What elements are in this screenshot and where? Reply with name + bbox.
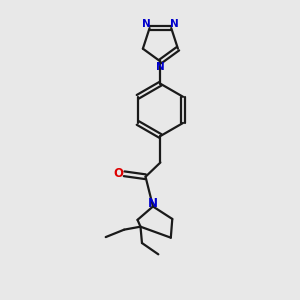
- Text: N: N: [156, 62, 165, 72]
- Text: N: N: [170, 19, 179, 28]
- Text: N: N: [142, 19, 151, 28]
- Text: N: N: [148, 197, 158, 210]
- Text: O: O: [114, 167, 124, 180]
